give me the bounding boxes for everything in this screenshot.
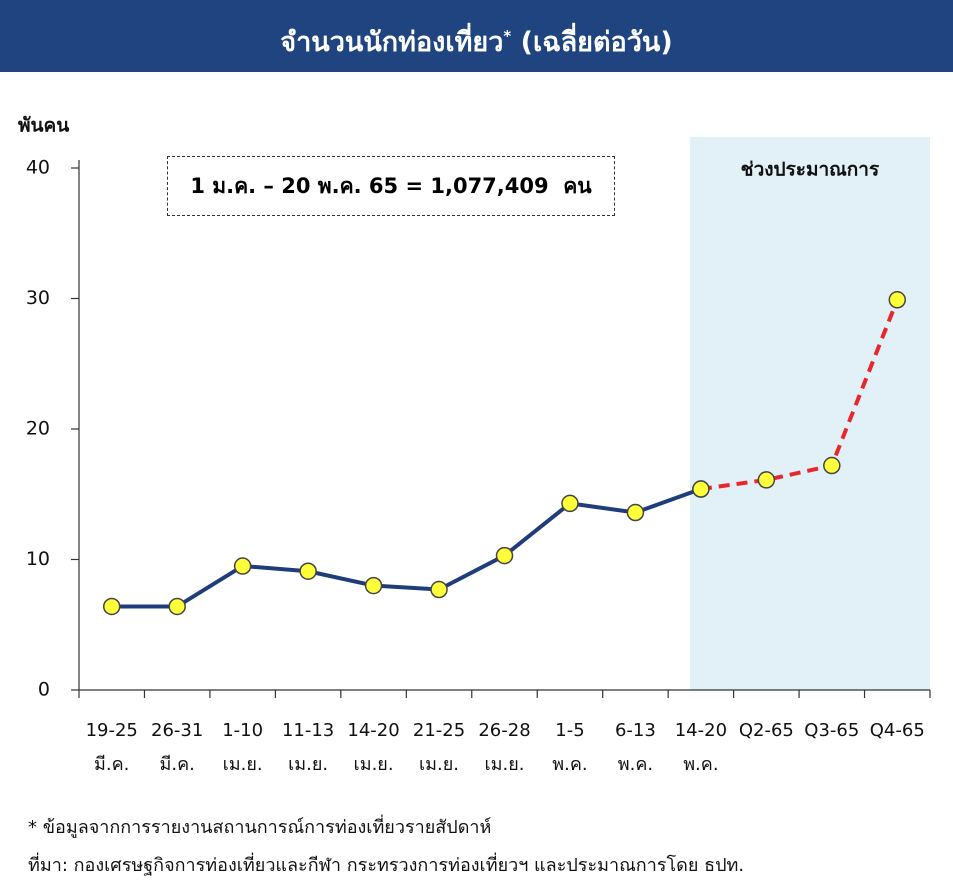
point-marker [561,494,579,513]
point-marker [823,456,841,475]
x-tick-label: 14-20 พ.ค. [674,720,728,775]
y-tick-label: 0 [38,679,50,701]
title-bar: จำนวนนักท่องเที่ยว* (เฉลี่ยต่อวัน) [0,0,953,72]
point-marker [299,562,317,580]
x-tick-label: 1-10 เม.ย. [222,720,264,775]
point-marker [233,557,252,575]
y-axis-label: พันคน [18,115,69,137]
point-marker [102,597,121,616]
forecast-region [689,137,930,690]
point-marker [168,597,186,616]
footnote: * ข้อมูลจากการรายงานสถานการณ์การท่องเที่… [28,817,492,838]
x-tick-label: 21-25 เม.ย. [412,720,466,775]
point-marker [626,503,645,522]
y-tick-label: 40 [26,157,50,179]
series-line [700,299,900,492]
footnote: ที่มา: กองเศรษฐกิจการท่องเที่ยวและกีฬา ก… [28,855,745,876]
x-tick-label: Q4-65 [869,720,925,741]
point-marker [430,580,448,599]
x-tick-label: 11-13 เม.ย. [281,720,335,775]
title-note-mark: * [503,27,512,45]
point-marker [364,576,383,595]
y-tick-label: 10 [26,548,50,570]
annotation: 1 ม.ค. – 20 พ.ค. 65 = 1,077,409 คน [167,156,615,216]
x-tick-label: Q2-65 [738,720,794,741]
point-marker [757,471,776,489]
x-tick-label: 6-13 พ.ค. [614,720,656,775]
x-tick-label: 26-28 เม.ย. [478,720,531,775]
y-tick-label: 30 [26,287,50,309]
point-marker [692,480,710,498]
x-tick-label: Q3-65 [804,720,860,741]
x-tick-label: 19-25 มี.ค. [85,720,138,775]
x-tick-label: 26-31 มี.ค. [151,720,204,775]
point-marker [495,546,514,565]
chart-title: จำนวนนักท่องเที่ยว [280,27,504,58]
forecast-label: ช่วงประมาณการ [741,159,880,181]
x-tick-label: 14-20 เม.ย. [347,720,400,775]
series-line [111,487,702,609]
y-tick-label: 20 [26,418,50,440]
point-marker [888,291,907,309]
x-tick-label: 1-5 พ.ค. [552,720,588,775]
title-rest: (เฉลี่ยต่อวัน) [520,27,673,58]
